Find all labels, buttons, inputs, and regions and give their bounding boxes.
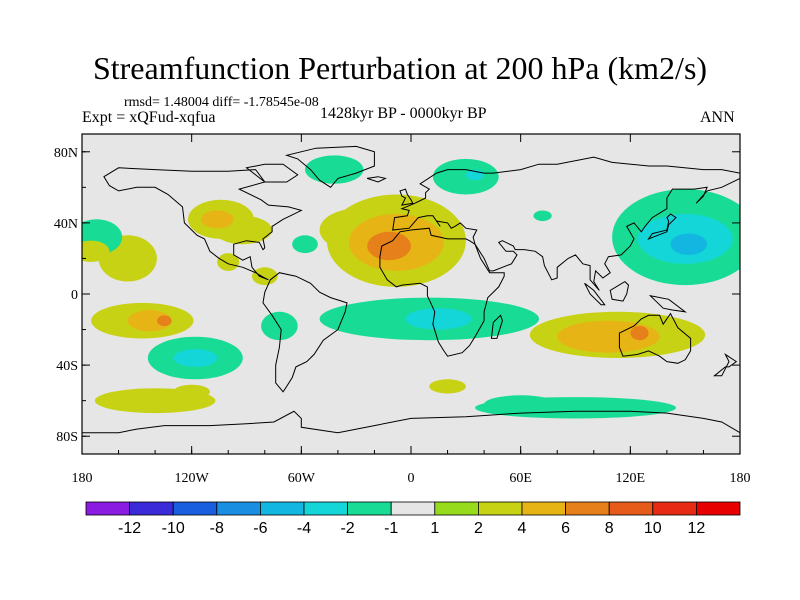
contour-region bbox=[173, 384, 210, 399]
coastline-africa bbox=[379, 227, 505, 357]
colorbar-swatch bbox=[434, 501, 479, 516]
season-label: ANN bbox=[700, 109, 735, 126]
y-tick-label: 80S bbox=[56, 430, 78, 445]
x-tick-label: 120W bbox=[175, 471, 210, 486]
x-tick-label: 180 bbox=[730, 471, 751, 486]
colorbar-label: 1 bbox=[430, 520, 439, 537]
contour-region bbox=[429, 379, 466, 394]
stats-text: rmsd= 1.48004 diff= -1.78545e-08 bbox=[124, 95, 319, 110]
coastline-sumatra bbox=[584, 282, 606, 306]
contour-region bbox=[405, 308, 472, 330]
colorbar-label: -6 bbox=[253, 520, 267, 537]
contour-region bbox=[173, 349, 218, 367]
contour-fields bbox=[82, 155, 740, 419]
colorbar-swatch bbox=[477, 501, 523, 516]
contour-region bbox=[305, 155, 364, 184]
contour-region bbox=[127, 310, 172, 332]
colorbar-swatch bbox=[565, 501, 610, 516]
contour-region bbox=[217, 253, 240, 271]
y-tick-label: 0 bbox=[71, 288, 78, 303]
y-tick-label: 40S bbox=[56, 359, 78, 374]
contour-region bbox=[251, 267, 278, 286]
colorbar-label: 6 bbox=[561, 520, 570, 537]
colorbar-label: 12 bbox=[688, 520, 706, 537]
colorbar-swatch bbox=[172, 501, 218, 516]
coastline-new-guinea bbox=[648, 294, 688, 313]
colorbar-swatch bbox=[608, 501, 654, 516]
coastline-greenland bbox=[284, 145, 375, 188]
period-label: 1428kyr BP - 0000kyr BP bbox=[320, 105, 487, 122]
colorbar-swatch bbox=[390, 501, 436, 516]
colorbar-swatch bbox=[696, 501, 741, 516]
experiment-label: Expt = xQFud-xqfua bbox=[82, 109, 216, 126]
contour-region bbox=[630, 326, 649, 341]
colorbar-swatch bbox=[347, 501, 392, 516]
x-tick-label: 60W bbox=[288, 471, 316, 486]
coastline-uk bbox=[399, 188, 414, 206]
colorbar-swatch bbox=[521, 501, 566, 516]
colorbar-label: -1 bbox=[384, 520, 398, 537]
x-tick-label: 60E bbox=[509, 471, 532, 486]
contour-region bbox=[432, 158, 499, 195]
coastline-borneo bbox=[609, 280, 630, 302]
colorbar-swatch bbox=[129, 501, 174, 516]
contour-region bbox=[157, 315, 172, 327]
colorbar-label: 4 bbox=[518, 520, 527, 537]
chart-title: Streamfunction Perturbation at 200 hPa (… bbox=[92, 50, 708, 86]
colorbar-swatch bbox=[303, 501, 348, 516]
contour-region bbox=[200, 210, 234, 229]
x-tick-label: 120E bbox=[616, 471, 646, 486]
x-tick-label: 180 bbox=[72, 471, 93, 486]
contour-region bbox=[367, 231, 411, 261]
colorbar-label: 2 bbox=[474, 520, 483, 537]
coastline-japan bbox=[647, 213, 677, 240]
colorbar-swatch bbox=[216, 501, 261, 516]
colorbar: -12 -10 -8 -6 -4 -2 -1 1 2 4 6 8 10 12 bbox=[85, 501, 741, 537]
colorbar-swatch bbox=[259, 501, 305, 516]
x-tick-label: 0 bbox=[408, 471, 415, 486]
colorbar-label: -4 bbox=[297, 520, 311, 537]
coastline-madagascar bbox=[490, 314, 503, 339]
coastline-baffin bbox=[245, 163, 299, 183]
contour-region bbox=[484, 395, 558, 414]
contour-region bbox=[82, 240, 110, 262]
colorbar-swatch bbox=[85, 501, 130, 516]
colorbar-label: 8 bbox=[605, 520, 614, 537]
coastline-eurasia bbox=[392, 156, 740, 291]
coastline-north-america bbox=[103, 167, 303, 281]
contour-region bbox=[533, 210, 552, 222]
contour-region bbox=[292, 235, 318, 254]
contour-region bbox=[670, 233, 708, 255]
y-tick-label: 80N bbox=[54, 146, 78, 161]
colorbar-label: -12 bbox=[118, 520, 141, 537]
map-axes: 180 120W 60W 0 60E 120E 180 80N 40N 0 40S 80S bbox=[54, 134, 751, 486]
colorbar-label: -2 bbox=[340, 520, 354, 537]
colorbar-label: 10 bbox=[644, 520, 662, 537]
coastline-iceland bbox=[366, 176, 387, 183]
coastline-antarctica bbox=[82, 410, 740, 434]
coastlines bbox=[82, 145, 740, 434]
coastline-south-america bbox=[262, 272, 348, 393]
coastline-australia bbox=[618, 312, 692, 364]
coastline-new-zealand bbox=[712, 352, 738, 377]
colorbar-label: -8 bbox=[210, 520, 224, 537]
colorbar-swatch bbox=[652, 501, 697, 516]
y-tick-label: 40N bbox=[54, 217, 78, 232]
colorbar-label: -10 bbox=[162, 520, 185, 537]
